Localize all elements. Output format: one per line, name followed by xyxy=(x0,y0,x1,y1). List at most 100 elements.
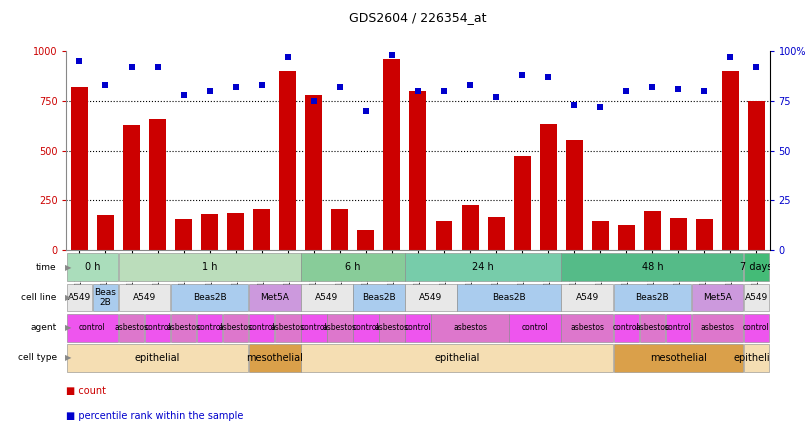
Bar xyxy=(119,284,170,311)
Bar xyxy=(488,217,505,250)
Bar xyxy=(353,314,378,341)
Bar xyxy=(145,314,170,341)
Text: A549: A549 xyxy=(576,293,599,302)
Text: ▶: ▶ xyxy=(65,293,71,302)
Bar xyxy=(405,284,457,311)
Point xyxy=(99,81,112,88)
Bar xyxy=(383,59,400,250)
Text: ▶: ▶ xyxy=(65,323,71,332)
Text: control: control xyxy=(352,323,379,332)
Text: ■ percentile rank within the sample: ■ percentile rank within the sample xyxy=(66,411,244,421)
Text: cell type: cell type xyxy=(18,353,57,362)
Point xyxy=(724,53,737,60)
Text: Met5A: Met5A xyxy=(260,293,289,302)
Text: mesothelial: mesothelial xyxy=(650,353,707,363)
Point xyxy=(307,97,320,104)
Point xyxy=(437,87,450,95)
Text: asbestos: asbestos xyxy=(167,323,201,332)
Bar xyxy=(410,91,426,250)
Bar xyxy=(301,314,326,341)
Bar xyxy=(613,314,639,341)
Point xyxy=(386,52,399,59)
Text: Beas2B: Beas2B xyxy=(636,293,669,302)
Bar xyxy=(565,139,582,250)
Bar xyxy=(561,254,744,281)
Bar xyxy=(405,254,561,281)
Text: A549: A549 xyxy=(420,293,442,302)
Bar xyxy=(305,95,322,250)
Text: cell line: cell line xyxy=(21,293,57,302)
Bar xyxy=(353,284,405,311)
Bar xyxy=(275,314,301,341)
Bar xyxy=(175,219,192,250)
Text: control: control xyxy=(522,323,548,332)
Point xyxy=(73,57,86,64)
Text: control: control xyxy=(196,323,223,332)
Text: control: control xyxy=(249,323,275,332)
Bar xyxy=(357,230,374,250)
Text: control: control xyxy=(743,323,769,332)
Text: control: control xyxy=(613,323,640,332)
Bar xyxy=(744,254,770,281)
Text: agent: agent xyxy=(31,323,57,332)
Point xyxy=(750,63,763,71)
Point xyxy=(151,63,164,71)
Text: Beas2B: Beas2B xyxy=(362,293,396,302)
Bar xyxy=(462,205,479,250)
Bar xyxy=(561,284,613,311)
Bar xyxy=(618,225,635,250)
Text: Beas
2B: Beas 2B xyxy=(95,288,117,307)
Bar xyxy=(119,254,301,281)
Text: 7 days: 7 days xyxy=(740,262,773,272)
Bar xyxy=(301,254,405,281)
Bar xyxy=(379,314,405,341)
Text: asbestos: asbestos xyxy=(701,323,735,332)
Point xyxy=(411,87,424,95)
Bar xyxy=(670,218,687,250)
Text: 48 h: 48 h xyxy=(642,262,663,272)
Point xyxy=(594,103,607,110)
Bar xyxy=(119,314,144,341)
Text: Beas2B: Beas2B xyxy=(492,293,526,302)
Bar xyxy=(92,284,118,311)
Bar xyxy=(171,284,249,311)
Text: Met5A: Met5A xyxy=(703,293,732,302)
Point xyxy=(334,83,347,91)
Bar xyxy=(692,314,744,341)
Bar xyxy=(744,284,770,311)
Text: A549: A549 xyxy=(133,293,156,302)
Point xyxy=(255,81,268,88)
Point xyxy=(620,87,633,95)
Bar xyxy=(149,119,166,250)
Bar xyxy=(66,254,118,281)
Bar xyxy=(640,314,665,341)
Text: control: control xyxy=(404,323,432,332)
Bar xyxy=(644,211,661,250)
Text: epithelial: epithelial xyxy=(135,353,181,363)
Point xyxy=(281,53,294,60)
Bar xyxy=(722,71,739,250)
Bar xyxy=(66,344,249,372)
Bar xyxy=(561,314,613,341)
Bar xyxy=(592,221,608,250)
Bar xyxy=(613,344,744,372)
Bar xyxy=(301,344,613,372)
Bar xyxy=(97,215,114,250)
Bar xyxy=(696,219,713,250)
Text: asbestos: asbestos xyxy=(323,323,357,332)
Bar xyxy=(514,156,531,250)
Bar xyxy=(197,314,223,341)
Point xyxy=(360,107,373,114)
Text: control: control xyxy=(79,323,106,332)
Text: asbestos: asbestos xyxy=(570,323,604,332)
Bar xyxy=(249,284,301,311)
Text: asbestos: asbestos xyxy=(635,323,669,332)
Text: 6 h: 6 h xyxy=(345,262,360,272)
Bar xyxy=(223,314,249,341)
Text: asbestos: asbestos xyxy=(271,323,305,332)
Bar xyxy=(331,209,348,250)
Point xyxy=(568,101,581,108)
Text: control: control xyxy=(144,323,171,332)
Bar xyxy=(666,314,691,341)
Bar xyxy=(748,101,765,250)
